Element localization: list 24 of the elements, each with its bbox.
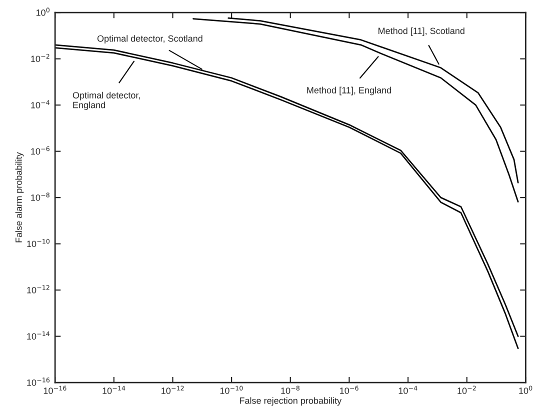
x-tick-label: 10$^{0}$ — [519, 386, 532, 394]
y-tick-label: 10$^{−6}$ — [31, 146, 50, 155]
x-tick-label: 10$^{−14}$ — [102, 386, 126, 394]
y-tick-label: 10$^{−4}$ — [31, 100, 50, 108]
x-tick-label: 10$^{−16}$ — [44, 386, 66, 394]
x-tick-label: 10$^{−10}$ — [220, 386, 243, 394]
y-tick-label: 10$^{0}$ — [36, 8, 50, 16]
y-axis-title: False alarm probability — [15, 152, 24, 242]
x-tick-label: 10$^{−12}$ — [162, 386, 184, 394]
y-tick-label: 10$^{−2}$ — [31, 54, 50, 62]
x-tick-label: 10$^{−2}$ — [458, 386, 476, 394]
annotation: Method [11], Scotland — [378, 27, 464, 36]
y-tick-label: 10$^{−10}$ — [27, 238, 50, 248]
x-tick-label: 10$^{−4}$ — [398, 386, 418, 394]
y-tick-label: 10$^{−12}$ — [27, 285, 50, 294]
x-tick-label: 10$^{−8}$ — [281, 386, 300, 394]
annotation: Optimal detector, Scotland — [97, 35, 202, 44]
annotation: Optimal detector, England — [72, 92, 140, 110]
y-tick-label: 10$^{−8}$ — [31, 192, 50, 201]
y-tick-label: 10$^{−14}$ — [27, 331, 50, 340]
x-axis-title: False rejection probability — [240, 397, 342, 406]
y-tick-label: 10$^{−16}$ — [27, 378, 50, 386]
x-tick-label: 10$^{−6}$ — [340, 386, 358, 394]
annotation: Method [11], England — [307, 86, 392, 96]
